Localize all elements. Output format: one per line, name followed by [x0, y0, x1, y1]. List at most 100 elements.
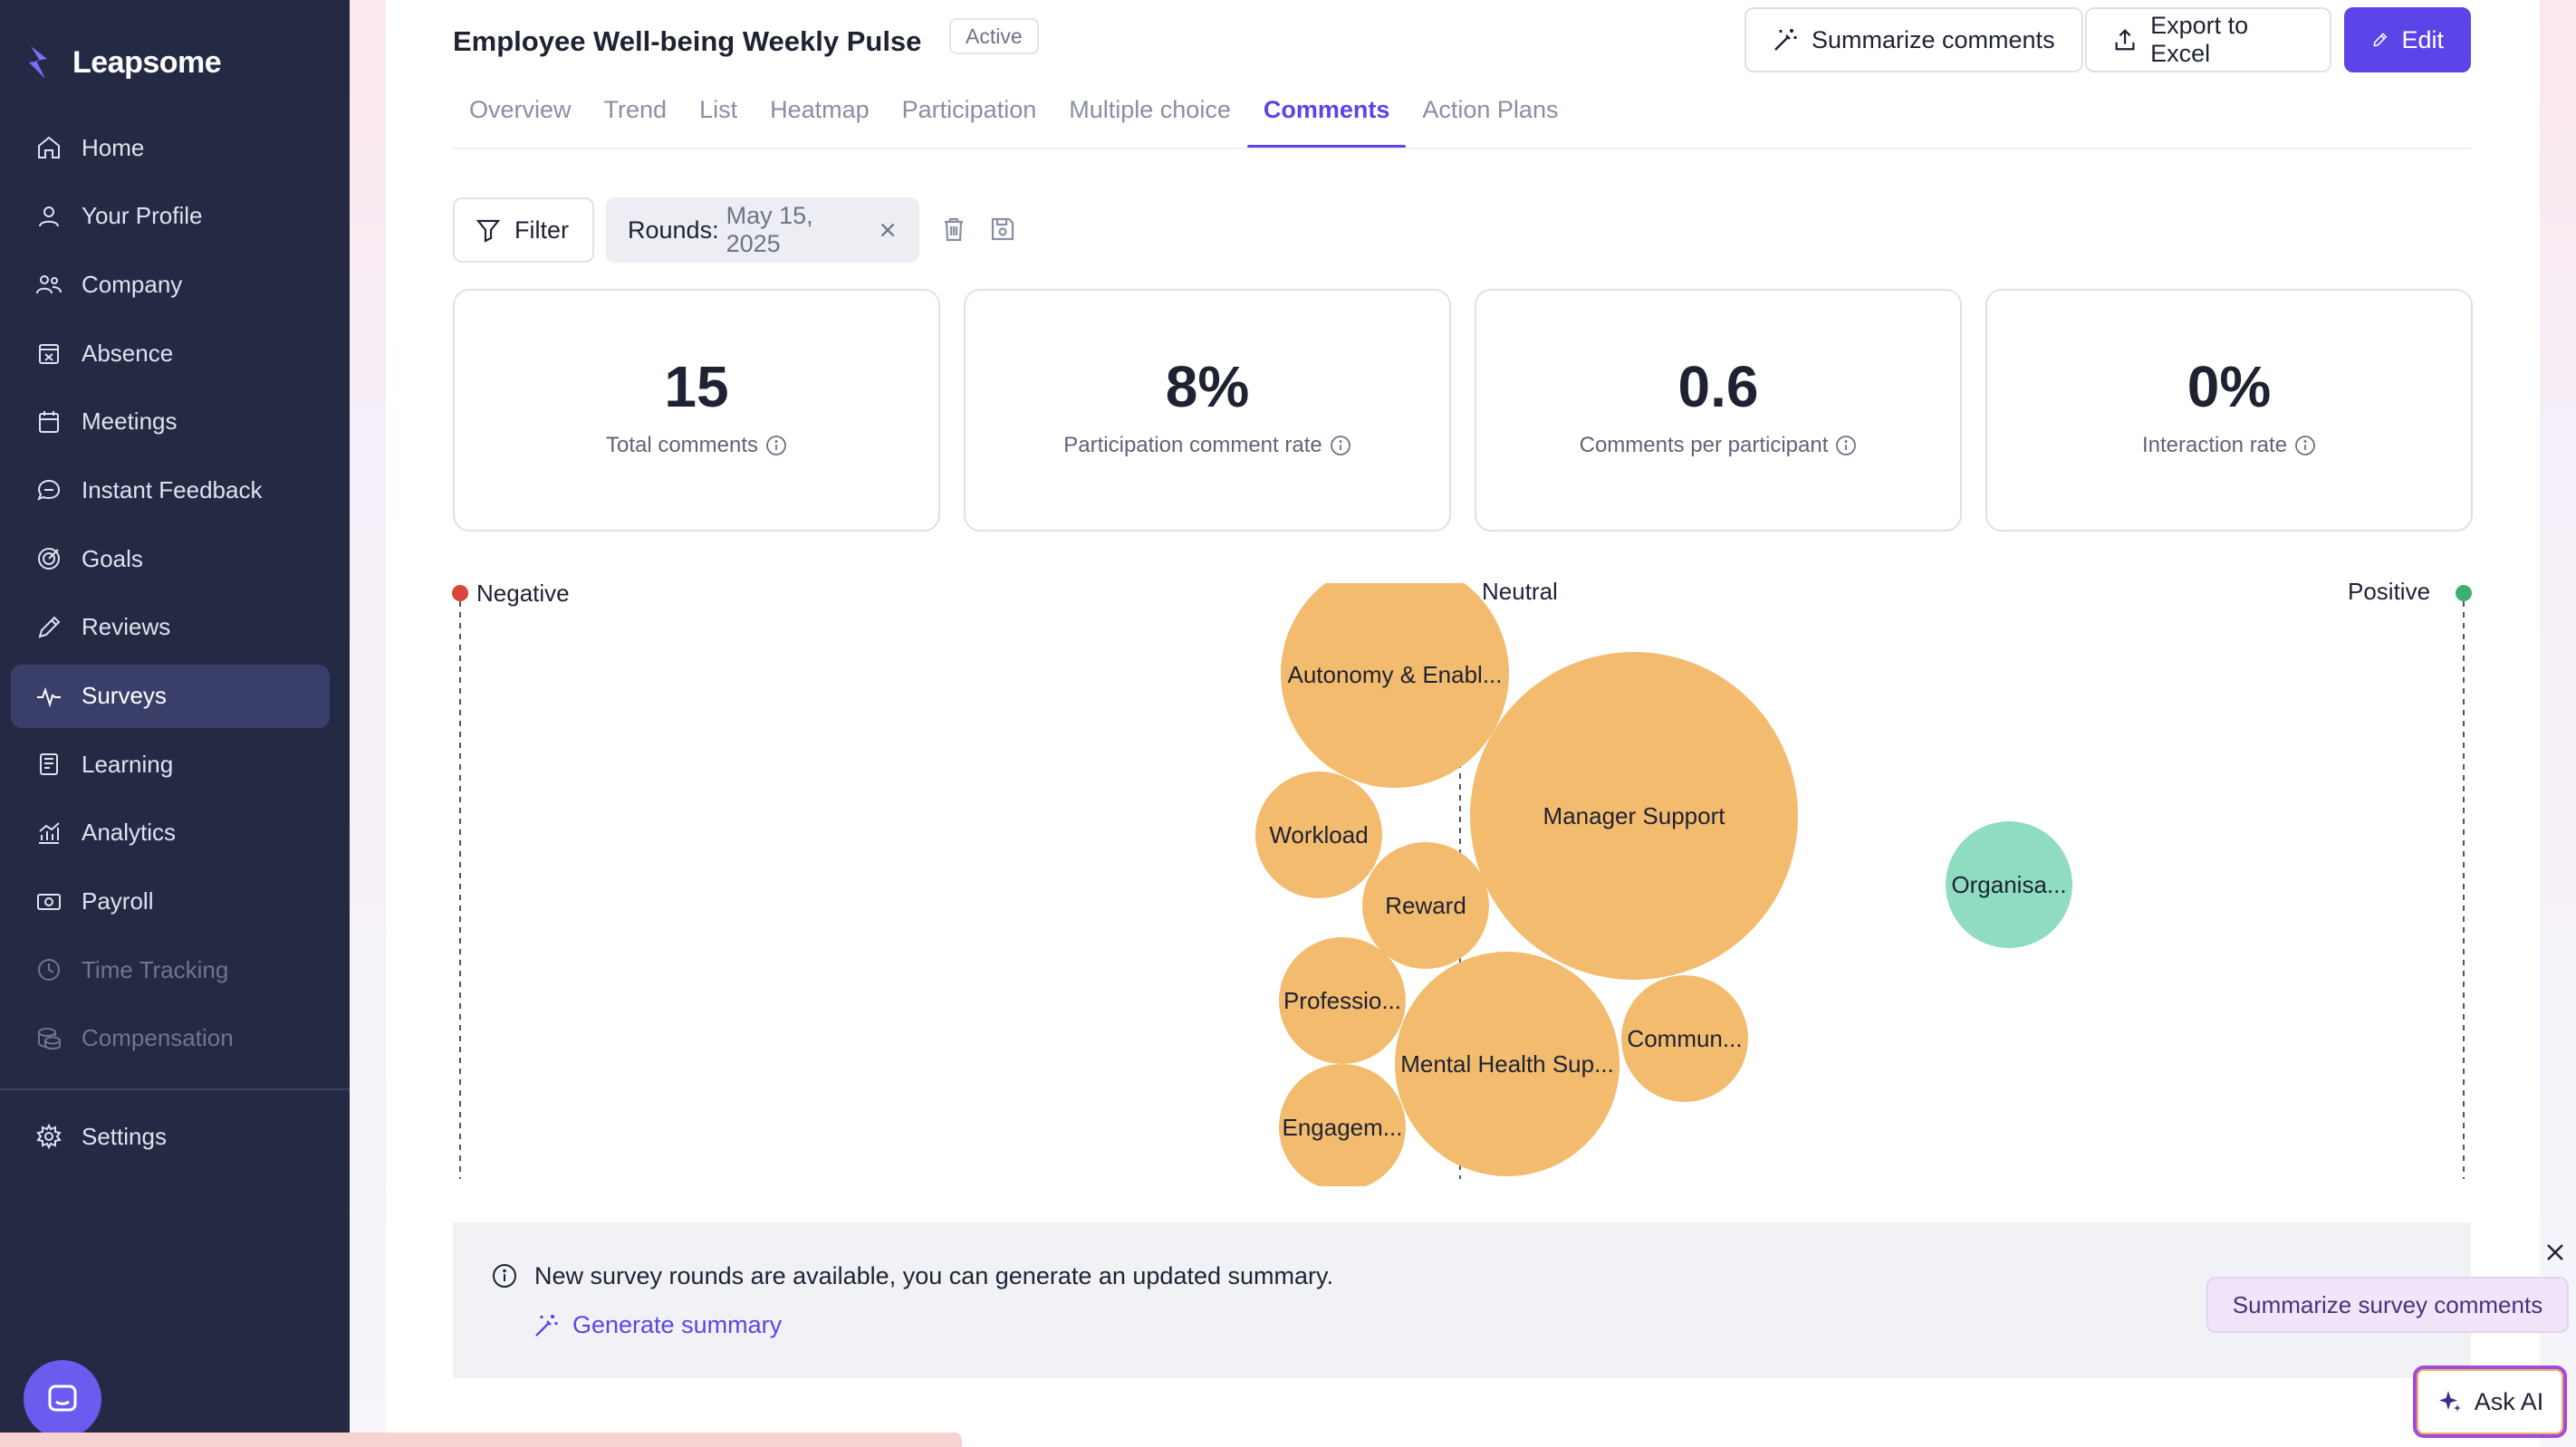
trash-icon[interactable]: [938, 214, 969, 244]
save-icon[interactable]: [987, 214, 1018, 244]
stat-label-row: Comments per participant: [1580, 433, 1858, 458]
analytics-icon: [39, 822, 60, 844]
sidebar-item-label: Compensation: [82, 1024, 234, 1052]
sidebar-item-reviews[interactable]: Reviews: [11, 596, 330, 659]
sidebar-item-learning[interactable]: Learning: [11, 733, 330, 796]
sidebar-item-label: Company: [82, 270, 183, 298]
tab-overview[interactable]: Overview: [469, 96, 572, 123]
brand-logo[interactable]: Leapsome: [27, 40, 222, 85]
bubble-label: Workload: [1269, 821, 1368, 848]
bubbles-group: [1255, 583, 2072, 1186]
browser-status-bar: [0, 1433, 962, 1447]
calendar-x-icon: [39, 344, 59, 365]
status-badge: Active: [949, 18, 1039, 54]
stat-label: Total comments: [605, 433, 759, 457]
tab-multiple-choice[interactable]: Multiple choice: [1069, 96, 1231, 123]
edit-button[interactable]: Edit: [2344, 7, 2471, 72]
bubble-manager-support: [1470, 652, 1798, 980]
sidebar-item-label: Time Tracking: [82, 955, 229, 983]
sentiment-bubble-chart: Negative Neutral Positive Autonomy & Ena…: [386, 561, 2540, 1186]
sidebar-item-label: Reviews: [82, 613, 171, 641]
stat-value: 0.6: [1677, 354, 1759, 419]
tab-list[interactable]: List: [699, 96, 738, 123]
close-icon[interactable]: [2542, 1239, 2569, 1266]
export-to-excel-button[interactable]: Export to Excel: [2085, 7, 2331, 72]
bubble-engagement: [1279, 1064, 1406, 1186]
tab-trend[interactable]: Trend: [603, 96, 668, 123]
chip-value: May 15, 2025: [726, 202, 813, 257]
tabs-divider: [453, 148, 2471, 149]
magic-wand-icon: [1774, 29, 1797, 51]
sidebar-nav: Home Your Profile Company Absence Meetin…: [11, 116, 330, 1076]
info-icon[interactable]: [2294, 435, 2316, 456]
sidebar-item-surveys[interactable]: Surveys: [11, 664, 330, 728]
sidebar-item-analytics[interactable]: Analytics: [11, 801, 330, 865]
generate-summary-label: Generate summary: [572, 1311, 783, 1338]
tab-participation[interactable]: Participation: [901, 96, 1037, 123]
stat-value: 8%: [1165, 354, 1250, 419]
stat-value: 15: [664, 354, 729, 419]
sidebar-item-label: Learning: [82, 750, 174, 778]
info-icon[interactable]: [1330, 435, 1351, 456]
sidebar-item-label: Your Profile: [82, 202, 203, 230]
sidebar-item-time-tracking[interactable]: Time Tracking: [11, 938, 330, 1001]
tab-comments[interactable]: Comments: [1246, 91, 1407, 149]
sidebar-item-your-profile[interactable]: Your Profile: [11, 185, 330, 248]
sidebar-item-company[interactable]: Company: [11, 253, 330, 316]
rounds-filter-chip[interactable]: Rounds: May 15, 2025: [606, 197, 919, 263]
survey-tabs: Overview Trend List Heatmap Participatio…: [453, 91, 1574, 149]
tab-heatmap[interactable]: Heatmap: [770, 96, 870, 123]
sidebar-item-instant-feedback[interactable]: Instant Feedback: [11, 458, 330, 522]
ask-ai-button[interactable]: Ask AI: [2413, 1366, 2567, 1438]
calendar-icon: [39, 410, 59, 433]
chip-key: Rounds:: [628, 216, 719, 244]
summarize-survey-tooltip[interactable]: Summarize survey comments: [2206, 1277, 2569, 1333]
sidebar-item-payroll[interactable]: Payroll: [11, 870, 330, 934]
tab-action-plans[interactable]: Action Plans: [1422, 96, 1559, 123]
bubble-communication: [1621, 975, 1748, 1102]
info-icon[interactable]: [765, 435, 787, 456]
sidebar-item-label: Home: [82, 133, 145, 161]
stat-label: Participation comment rate: [1063, 433, 1322, 457]
sparkle-icon: [2438, 1391, 2461, 1412]
book-icon: [40, 753, 58, 776]
sidebar-item-compensation[interactable]: Compensation: [11, 1007, 330, 1070]
target-icon: [38, 548, 60, 570]
generate-summary-link[interactable]: Generate summary: [533, 1311, 782, 1339]
money-icon: [37, 893, 61, 910]
bubble-label: Reward: [1385, 892, 1466, 919]
sidebar-item-meetings[interactable]: Meetings: [11, 390, 330, 454]
sidebar-item-goals[interactable]: Goals: [11, 527, 330, 590]
support-chat-button[interactable]: [24, 1360, 101, 1438]
bubble-organisation: [1946, 821, 2072, 948]
leapsome-logo-icon: [29, 46, 47, 79]
stat-label: Interaction rate: [2141, 433, 2288, 457]
export-to-excel-label: Export to Excel: [2150, 12, 2249, 67]
sidebar-item-label: Settings: [82, 1122, 167, 1150]
bubble-label: Professio...: [1283, 987, 1401, 1014]
bubble-label: Commun...: [1627, 1025, 1742, 1052]
sidebar-item-label: Meetings: [82, 407, 178, 436]
stat-label-row: Participation comment rate: [1063, 433, 1350, 458]
sidebar-item-settings[interactable]: Settings: [11, 1105, 330, 1168]
brand-name: Leapsome: [72, 44, 222, 80]
sidebar-divider: [0, 1088, 350, 1090]
summary-update-banner: New survey rounds are available, you can…: [453, 1222, 2471, 1378]
sidebar-item-label: Analytics: [82, 819, 177, 847]
home-icon: [38, 136, 60, 158]
sidebar-item-absence[interactable]: Absence: [11, 321, 330, 385]
positive-label: Positive: [2348, 578, 2431, 605]
sidebar-item-label: Surveys: [82, 682, 167, 709]
sidebar-item-label: Payroll: [82, 887, 154, 915]
bubble-professional: [1279, 937, 1406, 1064]
sidebar-item-label: Goals: [82, 544, 143, 572]
info-icon[interactable]: [1835, 435, 1857, 456]
sidebar-item-home[interactable]: Home: [11, 116, 330, 179]
filter-button[interactable]: Filter: [453, 197, 594, 263]
upload-icon: [2115, 29, 2135, 51]
main-content: Employee Well-being Weekly Pulse Active …: [386, 0, 2540, 1447]
summarize-comments-button[interactable]: Summarize comments: [1745, 7, 2083, 72]
bubble-label: Organisa...: [1951, 871, 2066, 898]
bubble-reward: [1362, 842, 1489, 969]
close-icon[interactable]: [878, 219, 898, 241]
